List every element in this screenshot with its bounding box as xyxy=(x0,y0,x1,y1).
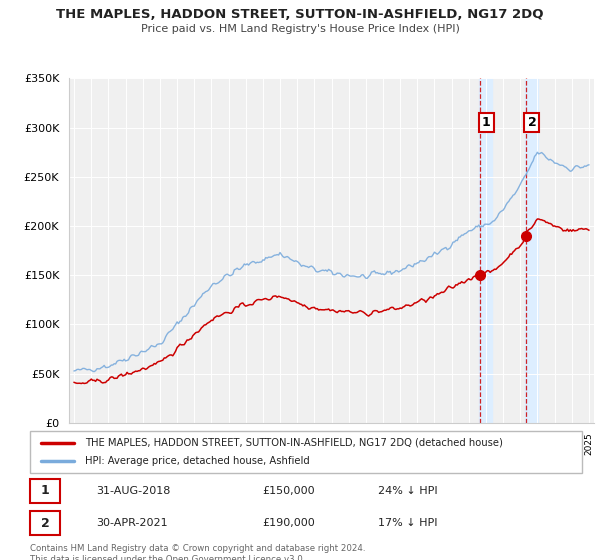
Text: THE MAPLES, HADDON STREET, SUTTON-IN-ASHFIELD, NG17 2DQ: THE MAPLES, HADDON STREET, SUTTON-IN-ASH… xyxy=(56,8,544,21)
Text: 2: 2 xyxy=(41,516,50,530)
Text: £150,000: £150,000 xyxy=(262,486,314,496)
Bar xyxy=(479,78,492,423)
Text: HPI: Average price, detached house, Ashfield: HPI: Average price, detached house, Ashf… xyxy=(85,456,310,466)
Text: 17% ↓ HPI: 17% ↓ HPI xyxy=(378,518,437,528)
Text: THE MAPLES, HADDON STREET, SUTTON-IN-ASHFIELD, NG17 2DQ (detached house): THE MAPLES, HADDON STREET, SUTTON-IN-ASH… xyxy=(85,438,503,448)
Text: 24% ↓ HPI: 24% ↓ HPI xyxy=(378,486,437,496)
Text: £190,000: £190,000 xyxy=(262,518,314,528)
Bar xyxy=(30,479,61,503)
Text: Contains HM Land Registry data © Crown copyright and database right 2024.
This d: Contains HM Land Registry data © Crown c… xyxy=(30,544,365,560)
Text: Price paid vs. HM Land Registry's House Price Index (HPI): Price paid vs. HM Land Registry's House … xyxy=(140,24,460,34)
Text: 31-AUG-2018: 31-AUG-2018 xyxy=(96,486,170,496)
Bar xyxy=(525,78,538,423)
Text: 30-APR-2021: 30-APR-2021 xyxy=(96,518,168,528)
Text: 2: 2 xyxy=(527,116,536,129)
Bar xyxy=(30,511,61,535)
Text: 1: 1 xyxy=(482,116,491,129)
Text: 1: 1 xyxy=(41,484,50,497)
